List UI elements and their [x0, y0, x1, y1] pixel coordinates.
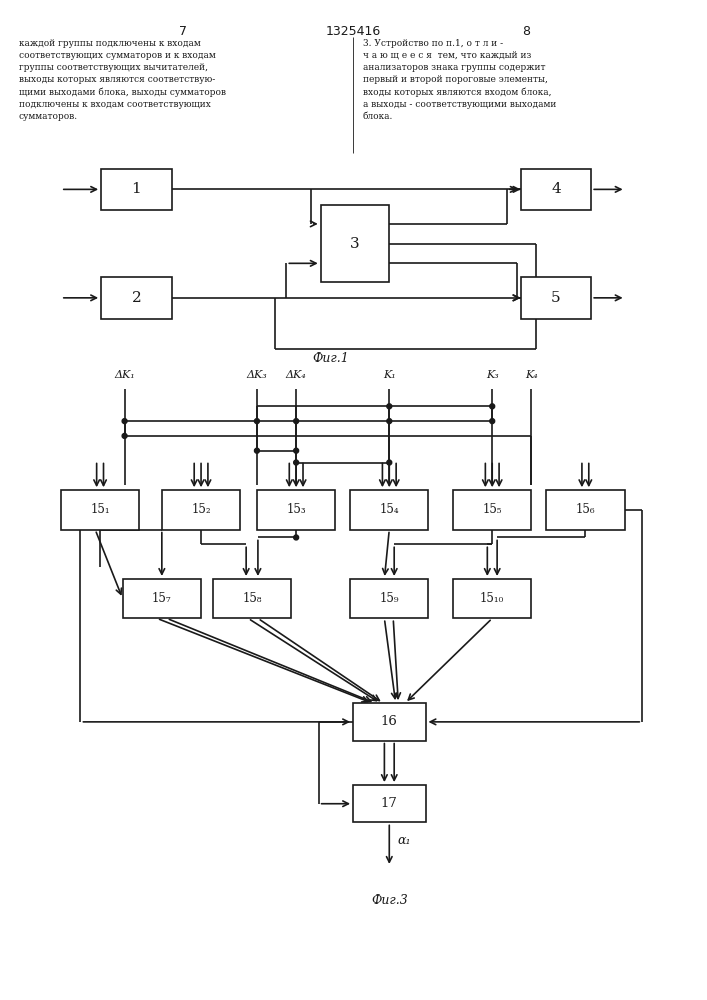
- Bar: [520, 277, 591, 319]
- Text: ΔK₄: ΔK₄: [286, 370, 307, 380]
- Text: Фиг.1: Фиг.1: [312, 352, 349, 365]
- Bar: [61, 490, 139, 530]
- Text: K₃: K₃: [486, 370, 498, 380]
- Circle shape: [293, 419, 298, 424]
- Text: 17: 17: [381, 797, 398, 810]
- Text: 5: 5: [551, 291, 561, 305]
- Bar: [546, 490, 624, 530]
- Text: 4: 4: [551, 182, 561, 196]
- Circle shape: [255, 448, 259, 453]
- Bar: [162, 490, 240, 530]
- Circle shape: [122, 419, 127, 424]
- Bar: [453, 579, 532, 618]
- Bar: [257, 490, 335, 530]
- Circle shape: [293, 460, 298, 465]
- Bar: [353, 785, 426, 822]
- Bar: [101, 169, 172, 210]
- Bar: [353, 703, 426, 741]
- Circle shape: [293, 448, 298, 453]
- Bar: [101, 277, 172, 319]
- Text: 2: 2: [132, 291, 141, 305]
- Text: α₁: α₁: [397, 834, 411, 847]
- Text: 15₄: 15₄: [380, 503, 399, 516]
- Text: 3: 3: [350, 237, 360, 251]
- Text: 1: 1: [132, 182, 141, 196]
- Text: 15₁₀: 15₁₀: [480, 592, 504, 605]
- Bar: [350, 579, 428, 618]
- Text: 15₅: 15₅: [482, 503, 502, 516]
- Bar: [213, 579, 291, 618]
- Bar: [350, 490, 428, 530]
- Circle shape: [387, 419, 392, 424]
- Bar: [321, 205, 390, 282]
- Text: 16: 16: [381, 715, 398, 728]
- Circle shape: [387, 460, 392, 465]
- Text: 15₃: 15₃: [286, 503, 306, 516]
- Text: 15₇: 15₇: [152, 592, 172, 605]
- Text: каждой группы подключены к входам
соответствующих сумматоров и к входам
группы с: каждой группы подключены к входам соотве…: [18, 38, 226, 121]
- Circle shape: [387, 404, 392, 409]
- Text: K₄: K₄: [525, 370, 538, 380]
- Text: 15₂: 15₂: [191, 503, 211, 516]
- Circle shape: [255, 419, 259, 424]
- Text: Фиг.3: Фиг.3: [371, 894, 408, 907]
- Text: K₁: K₁: [383, 370, 396, 380]
- Bar: [122, 579, 201, 618]
- Text: 15₁: 15₁: [90, 503, 110, 516]
- Text: 8: 8: [522, 25, 530, 38]
- Text: 15₈: 15₈: [243, 592, 262, 605]
- Text: 3. Устройство по п.1, о т л и -
ч а ю щ е е с я  тем, что каждый из
анализаторов: 3. Устройство по п.1, о т л и - ч а ю щ …: [363, 38, 556, 121]
- Circle shape: [122, 433, 127, 438]
- Text: ΔK₁: ΔK₁: [115, 370, 135, 380]
- Circle shape: [490, 419, 495, 424]
- Text: 7: 7: [180, 25, 187, 38]
- Bar: [520, 169, 591, 210]
- Text: ΔK₃: ΔK₃: [247, 370, 267, 380]
- Text: 15₆: 15₆: [575, 503, 595, 516]
- Circle shape: [490, 404, 495, 409]
- Bar: [453, 490, 532, 530]
- Text: 1325416: 1325416: [325, 25, 380, 38]
- Circle shape: [293, 535, 298, 540]
- Text: 15₉: 15₉: [380, 592, 399, 605]
